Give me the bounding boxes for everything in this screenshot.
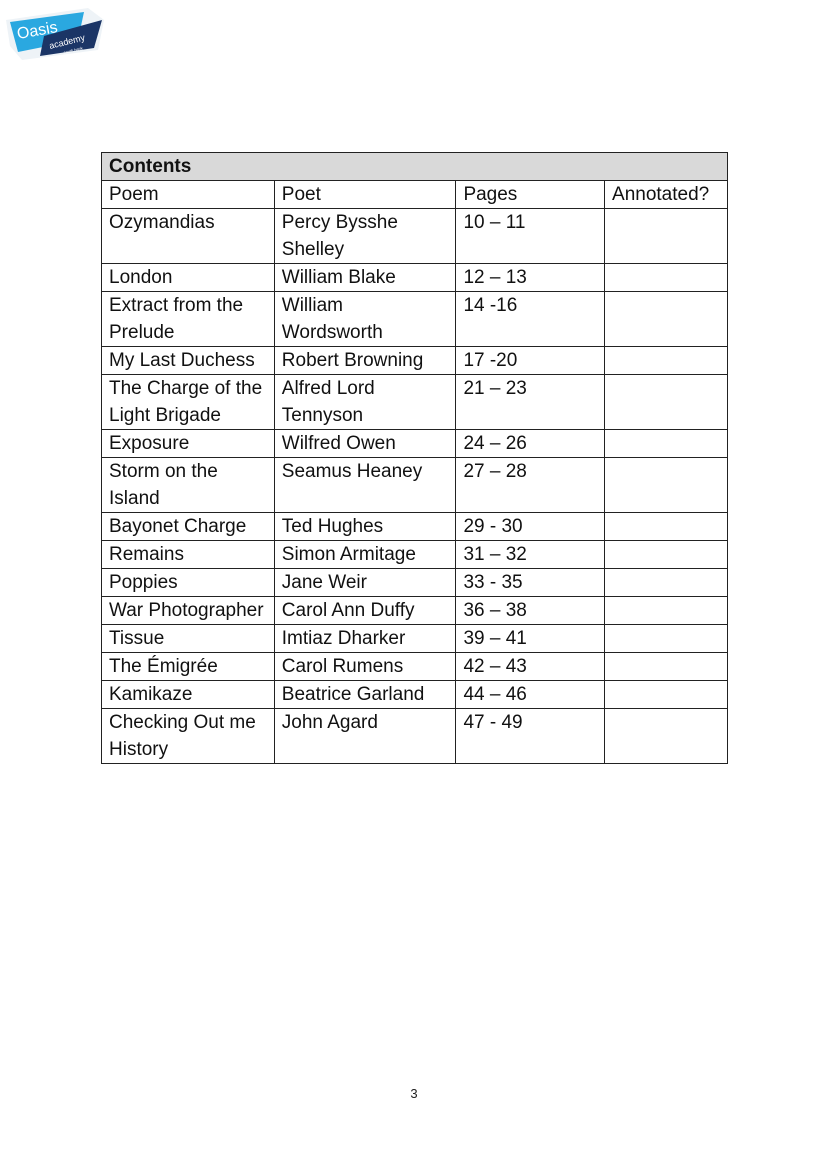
poet-cell: Simon Armitage (273, 540, 457, 569)
table-row: Tissue Imtiaz Dharker 39 – 41 (101, 624, 728, 653)
table-row: Kamikaze Beatrice Garland 44 – 46 (101, 680, 728, 709)
page-number: 3 (410, 1086, 418, 1101)
table-row: Extract from the Prelude William Wordswor… (101, 291, 728, 347)
poet-cell: Ted Hughes (273, 512, 457, 541)
annotated-cell (604, 291, 728, 347)
annotated-cell (604, 624, 728, 653)
annotated-cell (604, 374, 728, 430)
table-row: Remains Simon Armitage 31 – 32 (101, 540, 728, 569)
header-row: Poem Poet Pages Annotated? (101, 180, 728, 209)
pages-cell: 31 – 32 (455, 540, 606, 569)
poem-cell: The Émigrée (101, 652, 275, 681)
annotated-cell (604, 652, 728, 681)
table-row: Ozymandias Percy Bysshe Shelley 10 – 11 (101, 208, 728, 264)
poem-cell: Bayonet Charge (101, 512, 275, 541)
table-row: Bayonet Charge Ted Hughes 29 - 30 (101, 512, 728, 541)
annotated-cell (604, 680, 728, 709)
poem-cell: Checking Out me History (101, 708, 275, 764)
poet-cell: Seamus Heaney (273, 457, 457, 513)
annotated-cell (604, 263, 728, 292)
poet-cell: Jane Weir (273, 568, 457, 597)
poem-cell: My Last Duchess (101, 346, 275, 375)
table-row: London William Blake 12 – 13 (101, 263, 728, 292)
pages-cell: 42 – 43 (455, 652, 606, 681)
poet-cell: William Wordsworth (273, 291, 457, 347)
contents-table: Contents Poem Poet Pages Annotated? Ozym… (101, 152, 728, 764)
contents-title: Contents (101, 152, 728, 181)
annotated-cell (604, 512, 728, 541)
poet-cell: Percy Bysshe Shelley (273, 208, 457, 264)
annotated-cell (604, 346, 728, 375)
poem-cell: War Photographer (101, 596, 275, 625)
table-row: My Last Duchess Robert Browning 17 -20 (101, 346, 728, 375)
table-row: The Charge of the Light Brigade Alfred Lo… (101, 374, 728, 430)
pages-cell: 27 – 28 (455, 457, 606, 513)
pages-cell: 36 – 38 (455, 596, 606, 625)
poet-cell: Carol Ann Duffy (273, 596, 457, 625)
svg-text:south bank: south bank (63, 45, 83, 55)
poem-cell: The Charge of the Light Brigade (101, 374, 275, 430)
poet-cell: Wilfred Owen (273, 429, 457, 458)
annotated-cell (604, 596, 728, 625)
pages-cell: 39 – 41 (455, 624, 606, 653)
annotated-cell (604, 708, 728, 764)
pages-cell: 33 - 35 (455, 568, 606, 597)
pages-cell: 21 – 23 (455, 374, 606, 430)
poem-cell: Poppies (101, 568, 275, 597)
poet-cell: John Agard (273, 708, 457, 764)
poet-cell: William Blake (273, 263, 457, 292)
pages-cell: 24 – 26 (455, 429, 606, 458)
poem-cell: Exposure (101, 429, 275, 458)
header-annotated: Annotated? (604, 180, 728, 209)
table-row: Poppies Jane Weir 33 - 35 (101, 568, 728, 597)
poet-cell: Imtiaz Dharker (273, 624, 457, 653)
table-row: The Émigrée Carol Rumens 42 – 43 (101, 652, 728, 681)
poem-cell: Extract from the Prelude (101, 291, 275, 347)
poem-cell: Remains (101, 540, 275, 569)
pages-cell: 10 – 11 (455, 208, 606, 264)
poem-cell: Tissue (101, 624, 275, 653)
pages-cell: 29 - 30 (455, 512, 606, 541)
annotated-cell (604, 540, 728, 569)
annotated-cell (604, 457, 728, 513)
pages-cell: 14 -16 (455, 291, 606, 347)
svg-text:Oasis: Oasis (16, 19, 59, 43)
header-pages: Pages (455, 180, 606, 209)
oasis-academy-logo: Oasis academy south bank (6, 8, 104, 60)
table-row: Checking Out me History John Agard 47 - 49 (101, 708, 728, 764)
poet-cell: Beatrice Garland (273, 680, 457, 709)
pages-cell: 17 -20 (455, 346, 606, 375)
annotated-cell (604, 429, 728, 458)
poet-cell: Alfred Lord Tennyson (273, 374, 457, 430)
poem-cell: Ozymandias (101, 208, 275, 264)
annotated-cell (604, 208, 728, 264)
pages-cell: 44 – 46 (455, 680, 606, 709)
table-row: Exposure Wilfred Owen 24 – 26 (101, 429, 728, 458)
annotated-cell (604, 568, 728, 597)
header-poem: Poem (101, 180, 275, 209)
header-poet: Poet (273, 180, 457, 209)
poem-cell: Storm on the Island (101, 457, 275, 513)
poet-cell: Robert Browning (273, 346, 457, 375)
poem-cell: Kamikaze (101, 680, 275, 709)
poem-cell: London (101, 263, 275, 292)
poet-cell: Carol Rumens (273, 652, 457, 681)
pages-cell: 12 – 13 (455, 263, 606, 292)
table-row: Storm on the Island Seamus Heaney 27 – 28 (101, 457, 728, 513)
pages-cell: 47 - 49 (455, 708, 606, 764)
table-row: War Photographer Carol Ann Duffy 36 – 38 (101, 596, 728, 625)
